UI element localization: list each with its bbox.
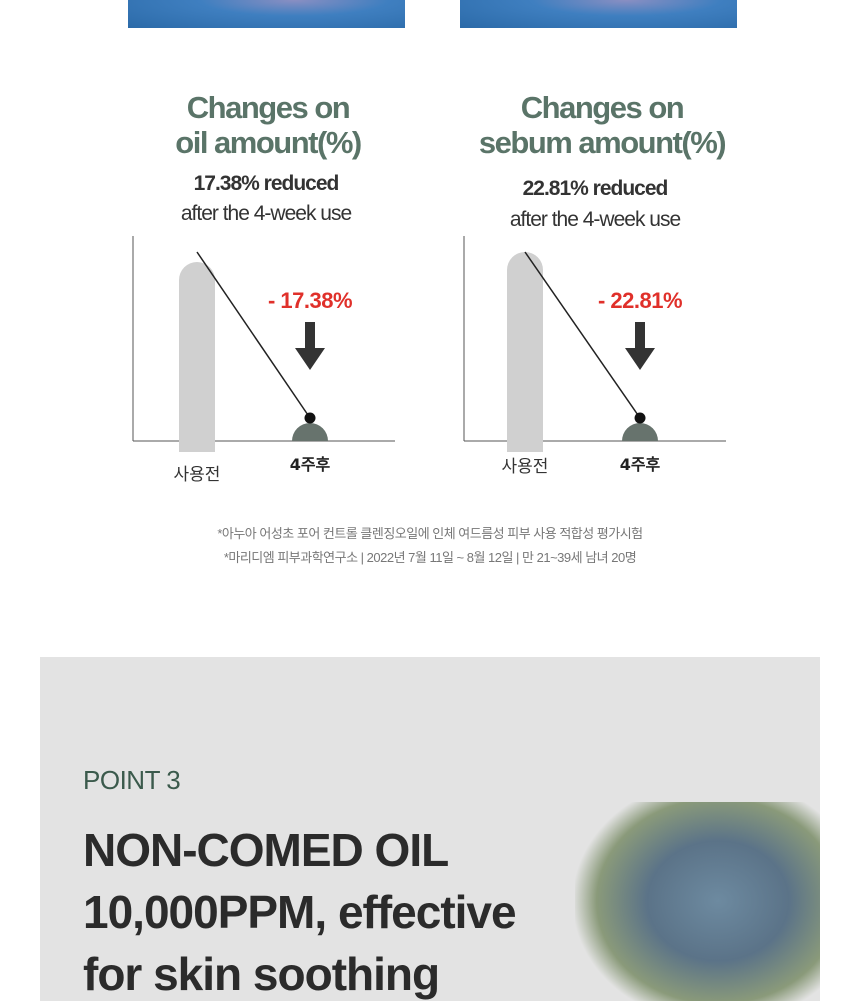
charts: - 17.38% 사용전 4주후 - 22.81% 사용전 4주후 [132, 236, 726, 485]
title-line: Changes on [520, 90, 685, 125]
down-arrow-icon [625, 322, 655, 370]
point-label: POINT 3 [83, 765, 181, 795]
reduction-label: - 17.38% [268, 288, 352, 313]
point-headline: NON-COMED OIL 10,000PPM, effective for s… [83, 819, 517, 1001]
category-label-after: 4주후 [290, 455, 331, 474]
down-arrow-icon [295, 322, 325, 370]
headline-line: for skin soothing [83, 948, 440, 1000]
footnote-test: *아누아 어성초 포어 컨트롤 클렌징오일에 인체 여드름성 피부 사용 적합성… [217, 526, 643, 541]
reduction-label: - 22.81% [598, 288, 682, 313]
headline-line: 10,000PPM, effective [83, 886, 517, 938]
category-label-before: 사용전 [502, 457, 549, 477]
chart-title-sebum: Changes on sebum amount(%) [437, 90, 767, 160]
sebum-summary-note: after the 4-week use [509, 208, 681, 231]
trend-line [196, 251, 311, 419]
skin-photo-before [128, 0, 405, 28]
trend-dot [634, 412, 646, 424]
sebum-summary: 22.81% reduced [522, 177, 669, 200]
seaweed-image [575, 802, 820, 1001]
chart-title-oil: Changes on oil amount(%) [103, 90, 433, 160]
trend-dot [304, 412, 316, 424]
bar-after [292, 423, 328, 441]
category-label-after: 4주후 [620, 455, 661, 474]
bar-before [507, 252, 543, 452]
trend-line [524, 251, 641, 419]
title-line: Changes on [186, 90, 351, 125]
headline-line: NON-COMED OIL [83, 824, 449, 876]
bar-after [622, 423, 658, 441]
point-panel: POINT 3 NON-COMED OIL 10,000PPM, effecti… [40, 657, 820, 1001]
category-label-before: 사용전 [174, 465, 221, 485]
oil-summary: 17.38% reduced [193, 172, 340, 195]
title-line: sebum amount(%) [478, 125, 727, 160]
footnote-lab: *마리디엠 피부과학연구소 | 2022년 7월 11일 ~ 8월 12일 | … [223, 550, 637, 565]
skin-photo-after [460, 0, 737, 28]
title-line: oil amount(%) [175, 125, 362, 160]
oil-summary-note: after the 4-week use [180, 202, 352, 225]
bar-before [179, 262, 215, 452]
